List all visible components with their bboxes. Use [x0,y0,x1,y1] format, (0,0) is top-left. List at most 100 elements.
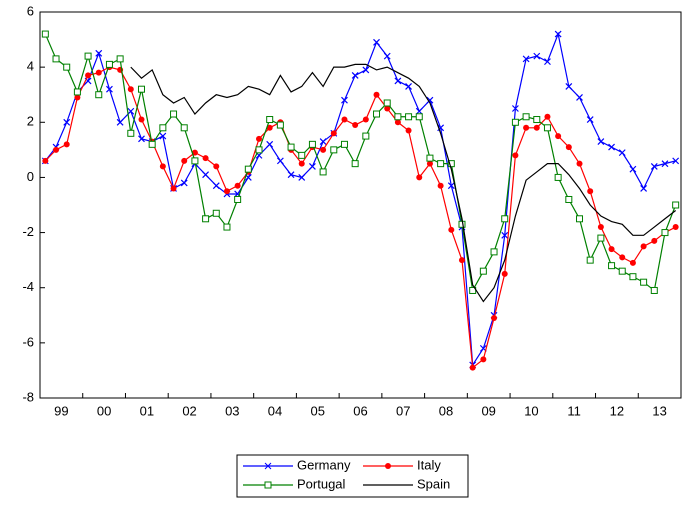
marker [554,173,562,181]
marker [437,124,445,132]
marker [234,182,241,189]
marker [618,149,626,157]
marker [341,96,348,104]
marker [384,105,391,112]
marker [127,86,134,93]
y-tick-label: 2 [27,114,34,129]
marker [523,124,530,131]
marker [213,163,220,170]
marker [63,118,71,126]
marker [362,66,370,74]
marker [266,116,274,124]
marker [619,254,626,261]
marker [319,138,327,146]
marker [330,130,337,137]
marker [597,224,604,231]
x-tick-label: 11 [567,403,581,418]
marker [73,88,81,96]
marker [533,116,541,124]
marker [95,91,103,99]
marker [159,124,167,132]
marker [276,157,284,165]
marker [266,140,274,148]
x-tick-label: 06 [353,403,367,418]
marker [672,201,680,209]
marker [586,256,594,264]
marker [586,116,594,123]
marker [565,195,573,203]
marker [554,30,562,38]
marker [437,160,445,168]
marker [501,231,509,239]
marker [52,55,60,63]
marker [63,63,71,71]
marker [447,182,455,190]
x-tick-label: 07 [396,403,410,418]
marker [320,146,327,153]
series-line [44,31,676,367]
marker [255,146,263,154]
marker [576,215,584,223]
marker [74,94,81,101]
marker [416,174,423,181]
marker [148,140,156,148]
marker [394,119,401,126]
marker [576,160,583,167]
marker [415,113,423,121]
legend-label: Spain [417,476,450,491]
marker [661,229,669,237]
marker [180,124,188,132]
marker [629,273,637,281]
marker [234,190,242,198]
marker [373,91,380,98]
x-tick-label: 02 [182,403,196,418]
marker [53,146,60,153]
marker [127,107,135,115]
marker [426,160,433,167]
marker [576,94,583,101]
marker [383,99,391,107]
marker [244,165,252,173]
marker [405,127,412,134]
marker [159,163,166,170]
marker [341,116,348,123]
marker [95,49,103,57]
x-tick-label: 03 [225,403,239,418]
y-tick-label: 4 [27,59,34,74]
marker [491,315,498,322]
marker [287,171,295,179]
marker [544,58,551,66]
x-tick-label: 09 [481,403,495,418]
x-tick-label: 05 [311,403,325,418]
marker [480,356,487,363]
marker [223,223,231,231]
x-tick-label: 13 [652,403,666,418]
marker [587,188,594,195]
marker [362,132,370,140]
marker [373,38,380,46]
marker [479,267,487,275]
x-tick-label: 08 [439,403,453,418]
y-tick-label: -6 [22,334,34,349]
marker [533,52,541,60]
marker [512,152,519,159]
x-tick-label: 04 [268,403,282,418]
marker [309,162,316,170]
marker [394,113,402,121]
marker [448,226,455,233]
y-tick-label: -2 [22,224,34,239]
marker [298,160,305,167]
marker [256,135,263,142]
marker [640,278,648,286]
marker [170,110,178,118]
marker [137,85,145,93]
marker [202,215,210,223]
marker [191,157,199,165]
marker [276,121,284,129]
marker [426,154,434,162]
marker [533,124,540,131]
marker [565,83,573,90]
marker [340,140,348,148]
marker [618,267,626,275]
marker [298,174,306,181]
